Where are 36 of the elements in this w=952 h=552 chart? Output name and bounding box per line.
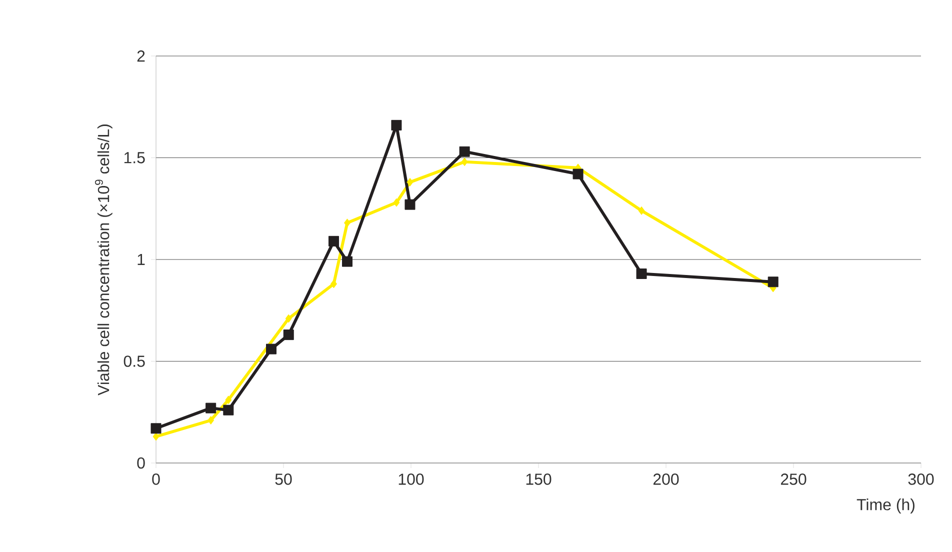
point [391,120,402,130]
point [150,423,162,434]
point [225,396,232,404]
y-tick-label: 2 [137,50,145,62]
point [461,158,468,166]
point [208,416,214,425]
point [206,402,216,414]
x-tick-label: 300 [908,474,934,485]
x-tick-label: 0 [152,474,160,485]
point [283,330,294,340]
point [404,199,416,210]
point [152,432,160,441]
point [406,178,414,186]
x-axis-title: Time (h) [856,498,914,514]
x-tick-label: 150 [526,474,552,485]
x-tick-label: 100 [398,474,424,485]
point [768,276,778,288]
y-tick-label: 1.5 [124,152,145,164]
point [330,280,337,288]
point [328,236,339,246]
point [393,198,400,207]
point [266,344,277,354]
x-tick-label: 250 [780,474,806,485]
point [342,256,353,267]
y-tick-label: 1 [138,254,145,266]
x-tick-label: 50 [275,474,292,485]
x-tick-label: 200 [653,474,679,485]
y-axis-title: Viable cell concentration (×10$^{9}$ cells/L) [94,124,112,396]
y-tick-label: 0 [137,457,145,469]
point [459,146,470,157]
point [638,206,645,215]
point [572,168,584,180]
point [223,404,234,416]
point [285,314,292,323]
y-tick-label: 0.5 [124,356,145,367]
point [636,268,647,279]
